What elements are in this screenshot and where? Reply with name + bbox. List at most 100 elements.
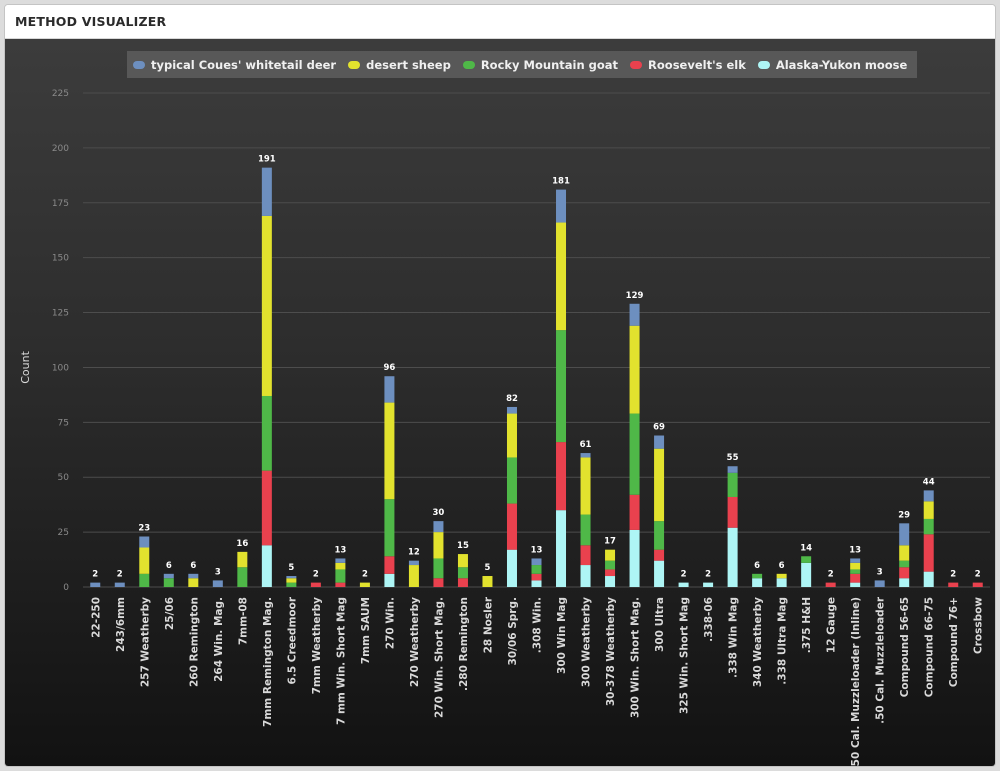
- bar-total-label: 44: [923, 477, 935, 487]
- legend-item[interactable]: Alaska-Yukon moose: [757, 58, 907, 72]
- y-tick-label: 50: [58, 473, 70, 483]
- x-tick-label: 28 Nosler: [482, 596, 494, 653]
- y-tick-label: 150: [52, 254, 69, 264]
- method-visualizer-panel: METHOD VISUALIZER 0 25 50 75 100 125 150 175 200…: [4, 4, 996, 767]
- bar-segment: [188, 573, 199, 579]
- panel-header: METHOD VISUALIZER: [5, 5, 995, 39]
- bar-segment: [923, 571, 934, 587]
- bar-total-label: 6: [779, 561, 785, 571]
- bar-segment: [654, 448, 665, 522]
- x-tick-label: 30/06 Sprg.: [507, 597, 519, 665]
- bar-total-label: 2: [117, 570, 123, 580]
- x-tick-label: 6.5 Creedmoor: [286, 596, 298, 684]
- bar-segment: [433, 558, 444, 579]
- legend-label: typical Coues' whitetail deer: [151, 57, 337, 72]
- bar-total-label: 23: [138, 524, 150, 534]
- panel-title: METHOD VISUALIZER: [15, 14, 167, 29]
- bar-segment: [261, 470, 272, 546]
- bar-total-label: 13: [531, 545, 543, 555]
- bar-total-label: 6: [190, 561, 196, 571]
- bar-segment: [678, 582, 689, 587]
- bar-segment: [384, 499, 395, 557]
- chart-legend: typical Coues' whitetail deer desert shee…: [127, 51, 918, 78]
- bar-segment: [752, 573, 763, 579]
- bar-segment: [752, 578, 763, 587]
- bar-segment: [629, 494, 640, 530]
- bar-segment: [629, 325, 640, 414]
- x-tick-label: 243/6mm: [115, 597, 127, 652]
- bar-segment: [433, 521, 444, 533]
- legend-item[interactable]: Roosevelt's elk: [630, 58, 746, 72]
- legend-item[interactable]: Rocky Mountain goat: [462, 58, 618, 72]
- bar-total-label: 16: [236, 539, 248, 549]
- bar-segment: [556, 189, 567, 223]
- bar-segment: [531, 573, 542, 581]
- bar-total-label: 2: [362, 570, 368, 580]
- bar-segment: [531, 558, 542, 566]
- bar-segment: [286, 578, 297, 583]
- bar-total-label: 29: [898, 510, 910, 520]
- legend-item[interactable]: desert sheep: [348, 58, 451, 72]
- x-tick-label: 264 Win. Mag.: [213, 597, 225, 682]
- x-tick-label: .50 Cal. Muzzleloader (Inline): [850, 597, 862, 766]
- x-tick-label: 257 Weatherby: [139, 597, 151, 687]
- bar-segment: [384, 556, 395, 574]
- bar-total-label: 5: [485, 563, 491, 573]
- x-tick-label: 300 Win. Short Mag.: [630, 597, 642, 718]
- bar-segment: [654, 435, 665, 449]
- bar-segment: [212, 580, 223, 587]
- bar-segment: [335, 569, 346, 583]
- bar-segment: [850, 558, 861, 563]
- bar-segment: [482, 576, 493, 587]
- bar-total-label: 17: [604, 537, 616, 547]
- bar-segment: [605, 569, 616, 577]
- y-tick-label: 175: [52, 199, 69, 209]
- x-tick-label: 7mm SAUM: [360, 597, 372, 664]
- stacked-bar-chart: 0255075100125150175200225Count222-250224…: [19, 89, 990, 766]
- bar-total-label: 191: [258, 155, 276, 165]
- bar-segment: [384, 402, 395, 500]
- y-tick-label: 0: [63, 583, 69, 593]
- bar-segment: [90, 582, 101, 587]
- bar-segment: [899, 567, 910, 579]
- bar-total-label: 30: [433, 508, 445, 518]
- x-tick-label: 7mm Remington Mag.: [262, 597, 274, 727]
- bar-total-label: 5: [288, 563, 294, 573]
- bar-total-label: 181: [552, 177, 570, 187]
- bar-total-label: 69: [653, 423, 665, 433]
- x-tick-label: 340 Weatherby: [752, 597, 764, 687]
- bar-segment: [531, 580, 542, 587]
- bar-segment: [580, 453, 591, 458]
- x-tick-label: 270 Weatherby: [409, 597, 421, 687]
- bar-segment: [580, 565, 591, 587]
- bar-total-label: 12: [408, 548, 420, 558]
- x-tick-label: 25/06: [164, 597, 176, 630]
- bar-segment: [850, 569, 861, 574]
- bar-segment: [408, 565, 419, 587]
- bar-total-label: 13: [334, 545, 346, 555]
- bar-segment: [703, 582, 714, 587]
- bar-segment: [556, 510, 567, 587]
- bar-segment: [286, 582, 297, 587]
- bar-segment: [139, 573, 150, 587]
- bar-segment: [506, 549, 517, 587]
- bar-segment: [923, 534, 934, 572]
- legend-item[interactable]: typical Coues' whitetail deer: [133, 58, 336, 72]
- x-tick-label: 270 Win. Short Mag.: [433, 597, 445, 718]
- bar-segment: [776, 573, 787, 579]
- bar-segment: [531, 565, 542, 574]
- y-tick-label: 75: [58, 418, 69, 428]
- bar-segment: [923, 501, 934, 519]
- bar-segment: [556, 222, 567, 331]
- chart-area: 0 25 50 75 100 125 150 175 200 225 Count 2 22-250 2 24…: [5, 39, 995, 766]
- bar-total-label: 3: [877, 567, 883, 577]
- bar-segment: [457, 578, 468, 587]
- bar-segment: [188, 578, 199, 587]
- bar-segment: [556, 330, 567, 443]
- bar-total-label: 2: [950, 570, 956, 580]
- bar-segment: [850, 562, 861, 570]
- bar-segment: [457, 554, 468, 568]
- bar-segment: [899, 545, 910, 561]
- bar-segment: [825, 582, 836, 587]
- bar-segment: [850, 582, 861, 587]
